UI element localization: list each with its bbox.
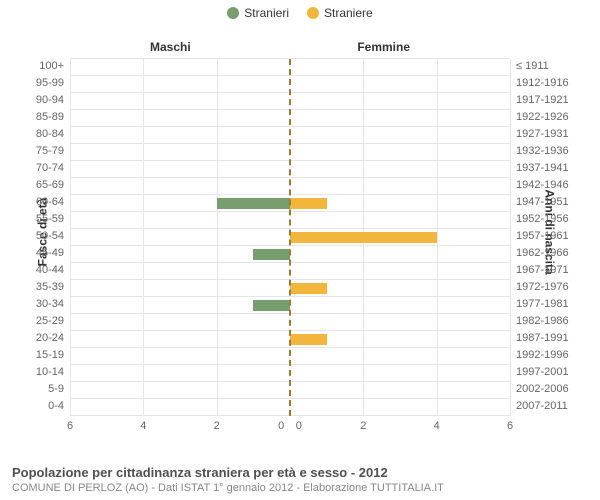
- legend-item-female: Straniere: [307, 6, 373, 20]
- x-tick-label: 4: [434, 420, 440, 432]
- x-axis: 6 4 2 00 2 4 6: [70, 420, 510, 434]
- legend-label-female: Straniere: [324, 6, 373, 20]
- birth-year-label: 1987-1991: [510, 332, 569, 344]
- bar-male: [217, 198, 290, 209]
- age-label: 90-94: [36, 94, 70, 106]
- age-label: 30-34: [36, 298, 70, 310]
- age-label: 20-24: [36, 332, 70, 344]
- age-label: 0-4: [48, 400, 70, 412]
- age-label: 35-39: [36, 281, 70, 293]
- birth-year-label: 1937-1941: [510, 162, 569, 174]
- age-label: 65-69: [36, 179, 70, 191]
- birth-year-label: 1997-2001: [510, 366, 569, 378]
- age-label: 40-44: [36, 264, 70, 276]
- birth-year-label: 1982-1986: [510, 315, 569, 327]
- bar-female: [290, 232, 437, 243]
- x-tick-label: 0: [278, 420, 284, 432]
- age-label: 100+: [39, 60, 70, 72]
- age-label: 80-84: [36, 128, 70, 140]
- bar-female: [290, 334, 327, 345]
- swatch-female: [307, 7, 319, 19]
- age-label: 25-29: [36, 315, 70, 327]
- legend: Stranieri Straniere: [0, 0, 600, 22]
- age-label: 85-89: [36, 111, 70, 123]
- birth-year-label: 1967-1971: [510, 264, 569, 276]
- age-label: 70-74: [36, 162, 70, 174]
- x-tick-label: 4: [140, 420, 146, 432]
- birth-year-label: 1917-1921: [510, 94, 569, 106]
- legend-label-male: Stranieri: [244, 6, 289, 20]
- x-tick-label: 0: [296, 420, 302, 432]
- birth-year-label: 1972-1976: [510, 281, 569, 293]
- age-label: 60-64: [36, 196, 70, 208]
- female-section-label: Femmine: [357, 40, 410, 54]
- chart-footer: Popolazione per cittadinanza straniera p…: [12, 465, 588, 494]
- x-tick-label: 6: [507, 420, 513, 432]
- bar-female: [290, 198, 327, 209]
- birth-year-label: 2007-2011: [510, 400, 568, 412]
- center-divider: [289, 59, 291, 416]
- plot-area: 100+≤ 191195-991912-191690-941917-192185…: [70, 58, 510, 416]
- age-label: 5-9: [48, 383, 70, 395]
- birth-year-label: 1962-1966: [510, 247, 569, 259]
- birth-year-label: 1977-1981: [510, 298, 569, 310]
- birth-year-label: 1952-1956: [510, 213, 569, 225]
- birth-year-label: 2002-2006: [510, 383, 569, 395]
- bar-male: [253, 300, 290, 311]
- bar-male: [253, 249, 290, 260]
- bar-female: [290, 283, 327, 294]
- male-section-label: Maschi: [150, 40, 191, 54]
- age-label: 55-59: [36, 213, 70, 225]
- birth-year-label: ≤ 1911: [510, 60, 549, 72]
- birth-year-label: 1932-1936: [510, 145, 569, 157]
- birth-year-label: 1922-1926: [510, 111, 569, 123]
- age-label: 95-99: [36, 77, 70, 89]
- x-tick-label: 2: [360, 420, 366, 432]
- swatch-male: [227, 7, 239, 19]
- age-label: 45-49: [36, 247, 70, 259]
- x-tick-label: 2: [214, 420, 220, 432]
- age-label: 75-79: [36, 145, 70, 157]
- birth-year-label: 1942-1946: [510, 179, 569, 191]
- legend-item-male: Stranieri: [227, 6, 289, 20]
- birth-year-label: 1992-1996: [510, 349, 569, 361]
- chart-title: Popolazione per cittadinanza straniera p…: [12, 465, 588, 480]
- birth-year-label: 1957-1961: [510, 230, 569, 242]
- birth-year-label: 1947-1951: [510, 196, 569, 208]
- age-label: 10-14: [36, 366, 70, 378]
- birth-year-label: 1912-1916: [510, 77, 569, 89]
- age-label: 15-19: [36, 349, 70, 361]
- population-pyramid-chart: Maschi Femmine Fasce di età Anni di nasc…: [0, 22, 600, 442]
- chart-subtitle: COMUNE DI PERLOZ (AO) - Dati ISTAT 1° ge…: [12, 482, 588, 494]
- x-tick-label: 6: [67, 420, 73, 432]
- birth-year-label: 1927-1931: [510, 128, 569, 140]
- age-label: 50-54: [36, 230, 70, 242]
